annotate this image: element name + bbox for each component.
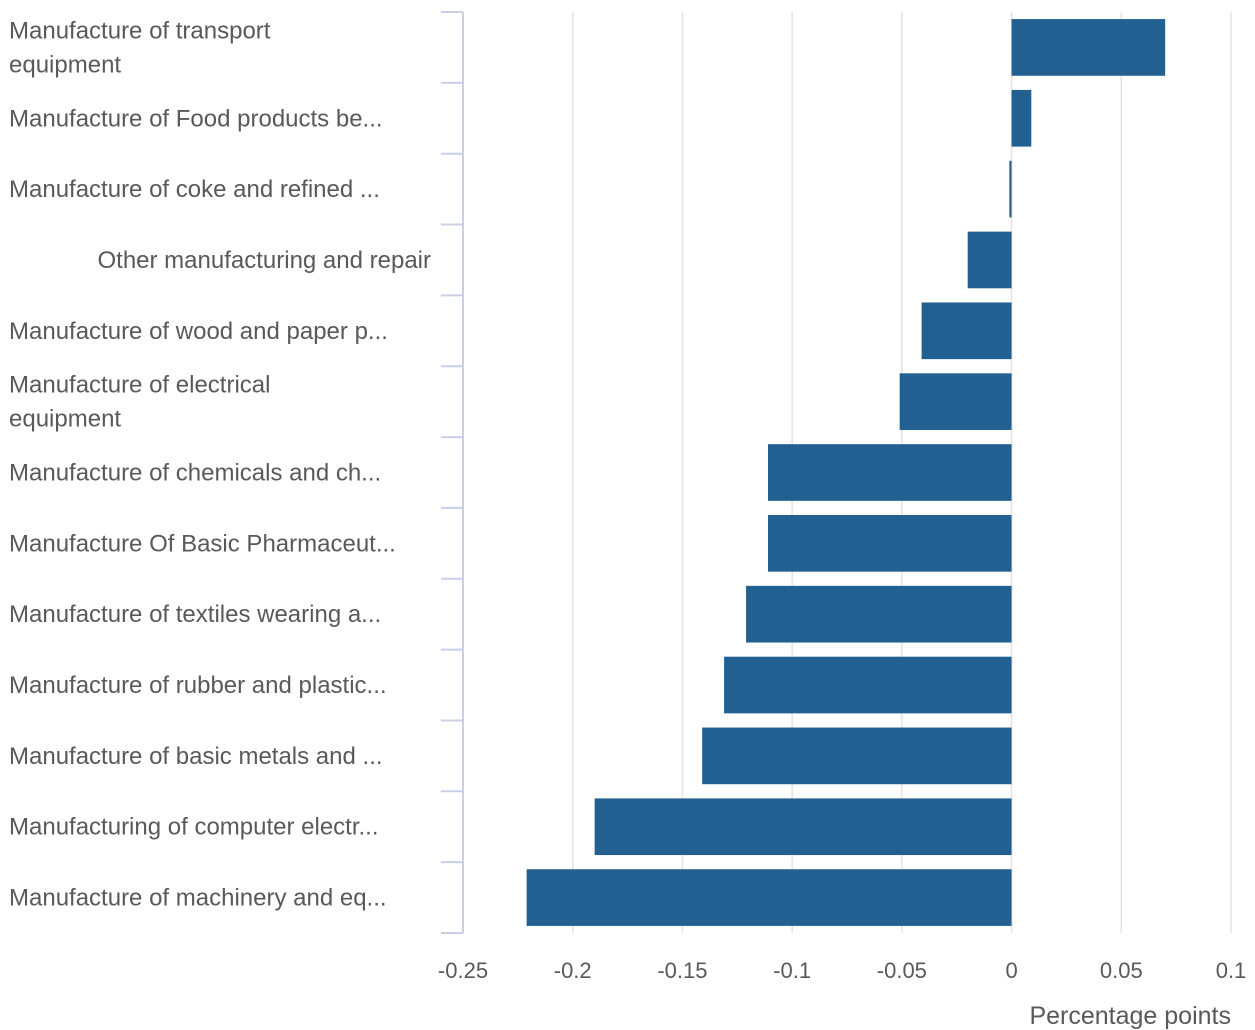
bar [1009, 160, 1012, 218]
x-tick-label: 0 [1005, 958, 1017, 983]
bar [967, 231, 1012, 289]
category-label: Manufacture of basic metals and ... [9, 743, 383, 770]
category-label-line: Manufacturing of computer electr... [9, 814, 379, 841]
category-label-line: Manufacture of wood and paper p... [9, 318, 388, 345]
bars [526, 19, 1166, 926]
category-label: Manufacture Of Basic Pharmaceut... [9, 530, 396, 557]
category-label-line: Manufacture of rubber and plastic... [9, 672, 387, 699]
category-label: Manufacture of rubber and plastic... [9, 672, 387, 699]
x-tick-label: -0.25 [438, 958, 488, 983]
bar [746, 585, 1012, 643]
category-label-line: Manufacture of machinery and eq... [9, 885, 387, 912]
category-label-line: equipment [9, 51, 121, 78]
x-tick-label: 0.05 [1100, 958, 1143, 983]
category-label-line: Manufacture of basic metals and ... [9, 743, 383, 770]
bar [594, 798, 1012, 856]
category-label: Manufacture of transport equipment [9, 17, 271, 78]
category-label-line: Manufacture of coke and refined ... [9, 176, 380, 203]
category-axis [441, 11, 464, 934]
category-label-line: equipment [9, 406, 121, 433]
category-label: Manufacture of Food products be... [9, 105, 383, 132]
x-tick-labels: -0.25 -0.2 -0.15 -0.1 -0.05 0 0.05 0.1 [438, 958, 1246, 983]
bar [1011, 89, 1032, 147]
bar [702, 727, 1012, 785]
x-tick-label: -0.05 [877, 958, 927, 983]
bar [768, 515, 1012, 572]
category-label: Manufacture of textiles wearing a... [9, 601, 381, 628]
category-label: Manufacture of machinery and eq... [9, 885, 387, 912]
bar [899, 373, 1012, 430]
category-label: Manufacture of coke and refined ... [9, 176, 380, 203]
x-axis-title: Percentage points [1029, 1002, 1231, 1030]
x-tick-label: -0.1 [773, 958, 811, 983]
x-tick-label: 0.1 [1216, 958, 1247, 983]
category-label: Manufacturing of computer electr... [9, 814, 379, 841]
bar [724, 656, 1012, 714]
category-label-line: Manufacture of chemicals and ch... [9, 460, 381, 487]
bar [921, 302, 1012, 360]
x-tick-label: -0.15 [657, 958, 707, 983]
category-label-line: Manufacture of textiles wearing a... [9, 601, 381, 628]
category-label-line: Manufacture of electrical [9, 372, 270, 399]
category-label: Manufacture of wood and paper p... [9, 318, 388, 345]
category-label-line: Manufacture of transport [9, 17, 271, 44]
bar [526, 869, 1012, 926]
category-labels: Manufacture of transport equipmentManufac… [9, 17, 431, 911]
category-label: Manufacture of chemicals and ch... [9, 460, 381, 487]
category-label-line: Manufacture of Food products be... [9, 105, 383, 132]
x-tick-label: -0.2 [554, 958, 592, 983]
category-label-line: Other manufacturing and repair [97, 247, 431, 274]
category-label-line: Manufacture Of Basic Pharmaceut... [9, 530, 396, 557]
category-label: Manufacture of electrical equipment [9, 372, 270, 433]
bar [1011, 19, 1166, 76]
bar [768, 444, 1012, 501]
category-label: Other manufacturing and repair [97, 247, 431, 274]
